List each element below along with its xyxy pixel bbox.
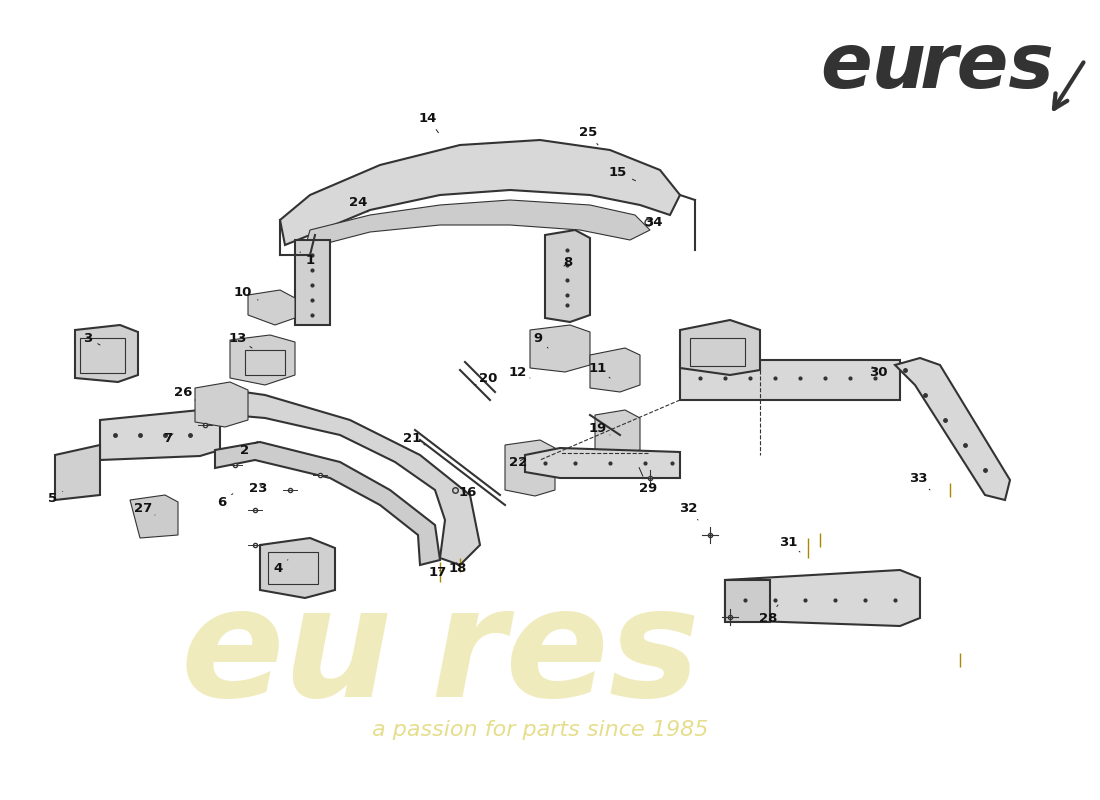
Text: 1: 1 (300, 252, 315, 266)
FancyArrowPatch shape (1056, 62, 1084, 105)
Text: 30: 30 (869, 366, 888, 378)
Bar (680, 360, 900, 400)
Polygon shape (530, 325, 590, 372)
Polygon shape (680, 320, 760, 375)
Text: eu: eu (820, 30, 926, 104)
Polygon shape (55, 445, 100, 500)
Polygon shape (260, 538, 336, 598)
Polygon shape (195, 382, 248, 427)
Text: 18: 18 (449, 562, 468, 574)
Bar (268, 552, 318, 584)
Text: 32: 32 (679, 502, 699, 520)
Text: 31: 31 (779, 535, 800, 552)
Bar (245, 350, 285, 375)
Text: 27: 27 (134, 502, 155, 515)
Text: 3: 3 (84, 331, 100, 345)
Text: 22: 22 (509, 455, 527, 469)
Text: eu: eu (180, 580, 393, 729)
Text: 2: 2 (241, 442, 257, 457)
Polygon shape (525, 448, 680, 478)
Polygon shape (595, 410, 640, 456)
Polygon shape (305, 200, 650, 248)
Bar (725, 580, 770, 622)
Polygon shape (725, 570, 920, 626)
Bar (690, 338, 745, 366)
Text: 12: 12 (509, 366, 530, 378)
FancyArrowPatch shape (1054, 62, 1084, 109)
Polygon shape (248, 290, 295, 325)
Text: 17: 17 (429, 566, 447, 579)
Text: 10: 10 (234, 286, 258, 300)
Polygon shape (200, 390, 480, 565)
Text: 8: 8 (563, 255, 573, 269)
Polygon shape (214, 442, 440, 565)
Text: 6: 6 (218, 494, 233, 509)
Text: 34: 34 (644, 215, 662, 229)
FancyArrowPatch shape (1054, 62, 1084, 109)
Text: res: res (920, 30, 1055, 104)
Text: 19: 19 (588, 422, 610, 435)
Bar (295, 240, 330, 325)
Text: 14: 14 (419, 111, 439, 133)
Text: 15: 15 (609, 166, 636, 181)
Polygon shape (505, 440, 556, 496)
Polygon shape (544, 230, 590, 322)
Bar (80, 338, 125, 373)
Text: 24: 24 (349, 195, 368, 212)
Text: a passion for parts since 1985: a passion for parts since 1985 (372, 720, 708, 740)
Text: 21: 21 (403, 431, 425, 445)
Polygon shape (280, 140, 680, 245)
Text: 9: 9 (534, 331, 548, 348)
Text: 25: 25 (579, 126, 598, 145)
Text: res: res (430, 580, 700, 729)
Text: 29: 29 (639, 467, 657, 494)
Text: 23: 23 (249, 482, 267, 494)
Polygon shape (590, 348, 640, 392)
Polygon shape (75, 325, 138, 382)
Text: 13: 13 (229, 331, 252, 348)
Polygon shape (230, 335, 295, 385)
Text: 5: 5 (48, 491, 63, 505)
Text: 4: 4 (274, 560, 288, 574)
Text: 16: 16 (459, 486, 477, 499)
Polygon shape (130, 495, 178, 538)
Text: 26: 26 (174, 386, 195, 400)
Polygon shape (895, 358, 1010, 500)
Polygon shape (100, 410, 220, 460)
Text: 7: 7 (164, 431, 173, 445)
Text: 11: 11 (588, 362, 610, 378)
Text: 28: 28 (759, 605, 778, 625)
Text: 20: 20 (475, 371, 497, 385)
Text: 33: 33 (909, 471, 929, 490)
